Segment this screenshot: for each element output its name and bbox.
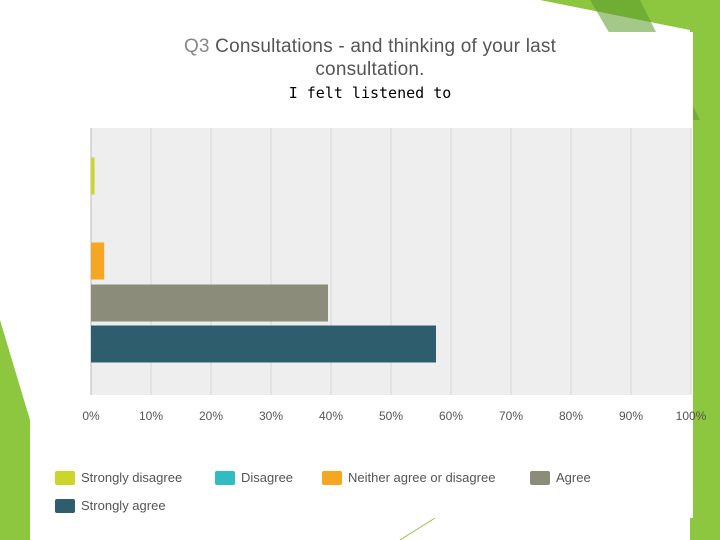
legend-label: Strongly disagree — [81, 470, 183, 485]
chart-legend: Strongly disagree Disagree Neither agree o… — [55, 470, 695, 520]
title-line-2: consultation. — [315, 59, 425, 80]
x-tick-label: 50% — [379, 409, 403, 423]
legend-label: Agree — [556, 470, 591, 485]
legend-item: Neither agree or disagree — [322, 470, 495, 485]
title-prefix: Q3 — [183, 36, 210, 57]
legend-swatch — [55, 470, 75, 485]
x-tick-label: 0% — [82, 409, 100, 423]
chart-subtitle: I felt listened to — [288, 84, 452, 102]
x-tick-label: 80% — [559, 409, 583, 423]
x-tick-label: 90% — [619, 409, 643, 423]
bar-strongly-disagree — [91, 157, 95, 195]
x-tick-label: 100% — [676, 409, 707, 423]
bar-agree — [91, 284, 328, 322]
x-tick-label: 10% — [139, 409, 163, 423]
x-tick-label: 40% — [319, 409, 343, 423]
bar-neither-agree-or-disagree — [91, 242, 105, 280]
legend-label: Strongly agree — [81, 498, 166, 513]
legend-swatch — [322, 470, 342, 485]
title-line-1: Q3 Consultations - and thinking of your … — [0, 35, 720, 58]
chart-title: Q3 Consultations - and thinking of your … — [0, 35, 720, 81]
legend-label: Disagree — [241, 470, 294, 485]
legend-item: Strongly agree — [55, 498, 166, 513]
legend-label: Neither agree or disagree — [348, 470, 496, 485]
x-tick-label: 30% — [259, 409, 283, 423]
legend-swatch — [55, 498, 75, 513]
legend-item: Agree — [530, 470, 591, 485]
legend-item: Disagree — [215, 470, 293, 485]
legend-swatch — [215, 470, 235, 485]
x-tick-label: 70% — [499, 409, 523, 423]
x-tick-label: 60% — [439, 409, 463, 423]
title-text-1: Consultations - and thinking of your las… — [215, 36, 557, 57]
legend-swatch — [530, 470, 550, 485]
legend-item: Strongly disagree — [55, 470, 182, 485]
x-tick-label: 20% — [199, 409, 223, 423]
bottom-accent-line — [399, 517, 436, 540]
top-right-green-shape — [540, 0, 720, 540]
left-green-shape — [0, 320, 30, 540]
bar-strongly-agree — [91, 325, 436, 363]
